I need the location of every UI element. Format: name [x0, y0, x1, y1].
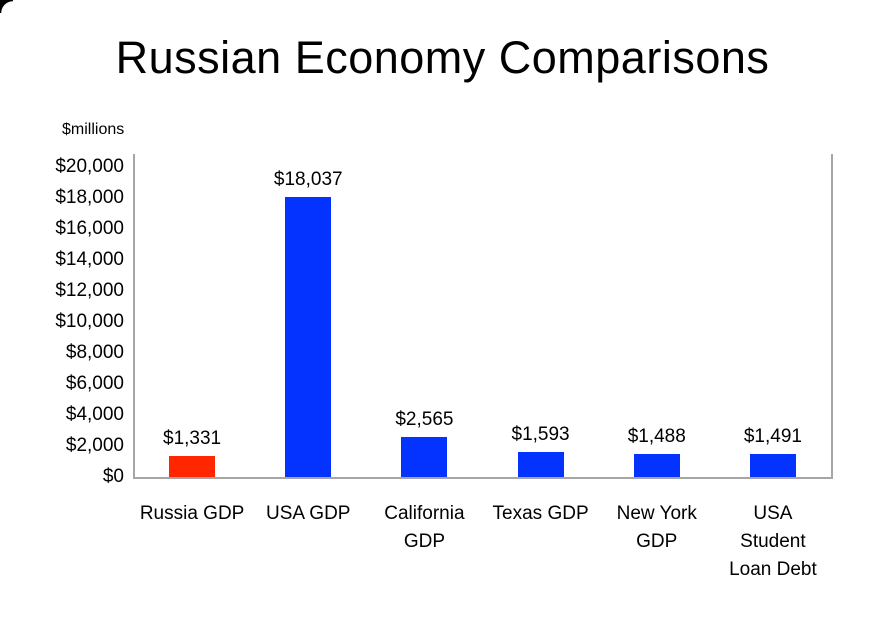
x-axis-category-label-russia-gdp: Russia GDP [139, 503, 245, 524]
bar-value-label-usa-gdp: $18,037 [273, 169, 343, 191]
y-axis-tick-label: $4,000 [65, 404, 124, 425]
x-axis-category-label-california-gdp: California GDP [384, 503, 465, 552]
y-axis-line-left [133, 154, 135, 478]
x-axis-category-label-new-york-gdp: New York GDP [616, 503, 697, 552]
y-axis-tick-label: $6,000 [65, 373, 124, 394]
bar-california-gdp [401, 437, 448, 477]
bar-texas-gdp [517, 452, 564, 477]
bar-value-label-new-york-gdp: $1,488 [627, 425, 686, 447]
bar-value-label-california-gdp: $2,565 [395, 409, 454, 431]
y-axis-tick-label: $2,000 [65, 435, 124, 456]
y-axis-tick-label: $16,000 [55, 218, 124, 239]
x-axis-line [133, 477, 833, 479]
bar-new-york-gdp [633, 453, 680, 477]
y-axis-tick-label: $20,000 [55, 156, 124, 177]
x-axis-category-label-texas-gdp: Texas GDP [492, 503, 589, 524]
y-axis-tick-label: $8,000 [65, 342, 124, 363]
x-axis-category-label-usa-gdp: USA GDP [266, 503, 351, 524]
bar-russia-gdp [169, 456, 216, 477]
bar-value-label-texas-gdp: $1,593 [511, 424, 570, 446]
y-axis-tick-label: $12,000 [55, 280, 124, 301]
y-axis-tick-label: $18,000 [55, 187, 124, 208]
x-axis-category-label-usa-student-loan-debt: USA Student Loan Debt [729, 503, 817, 580]
bar-usa-student-loan-debt [749, 453, 796, 477]
y-axis-tick-label: $10,000 [55, 311, 124, 332]
y-axis-tick-label: $0 [102, 466, 124, 487]
y-axis-line-right [831, 154, 833, 478]
slide-corner-decoration [0, 0, 13, 13]
chart-title: Russian Economy Comparisons [115, 32, 770, 83]
bar-value-label-usa-student-loan-debt: $1,491 [743, 425, 802, 447]
bar-usa-gdp [285, 197, 332, 477]
y-axis-unit-label: $millions [62, 121, 125, 138]
y-axis-tick-label: $14,000 [55, 249, 124, 270]
bar-value-label-russia-gdp: $1,331 [163, 428, 222, 450]
